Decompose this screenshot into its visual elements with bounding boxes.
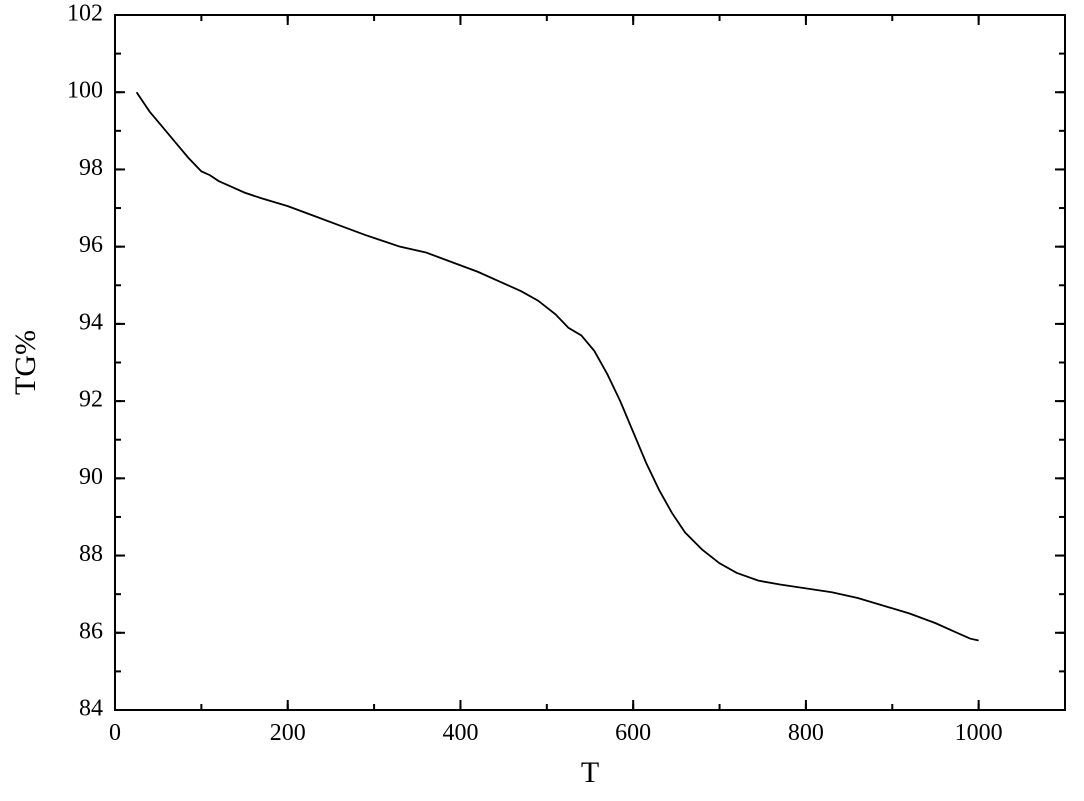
tg-chart: 0 200 400 600 800 1000 84 86 88 90 92 94 96 98 100 102 T…	[0, 0, 1084, 801]
y-tick-label: 98	[79, 155, 103, 181]
y-tick-label: 102	[67, 1, 103, 27]
x-tick-label: 600	[615, 720, 651, 746]
y-tick-label: 88	[79, 541, 103, 567]
y-tick-label: 86	[79, 618, 103, 644]
y-tick-label: 96	[79, 232, 103, 258]
x-tick-label: 200	[270, 720, 306, 746]
x-tick-label: 0	[109, 720, 121, 746]
y-tick-label: 100	[67, 78, 103, 104]
y-tick-label: 92	[79, 387, 103, 413]
y-axis-title: TG%	[9, 330, 42, 395]
chart-svg: 0 200 400 600 800 1000 84 86 88 90 92 94 96 98 100 102 T…	[0, 0, 1084, 801]
plot-frame	[115, 15, 1065, 710]
y-tick-label: 90	[79, 464, 103, 490]
x-axis-title: T	[581, 756, 599, 789]
x-tick-label: 400	[442, 720, 478, 746]
y-tick-label: 94	[79, 309, 103, 335]
x-tick-label: 1000	[955, 720, 1003, 746]
y-tick-label: 84	[79, 696, 103, 722]
tg-curve	[137, 92, 979, 640]
x-tick-label: 800	[788, 720, 824, 746]
